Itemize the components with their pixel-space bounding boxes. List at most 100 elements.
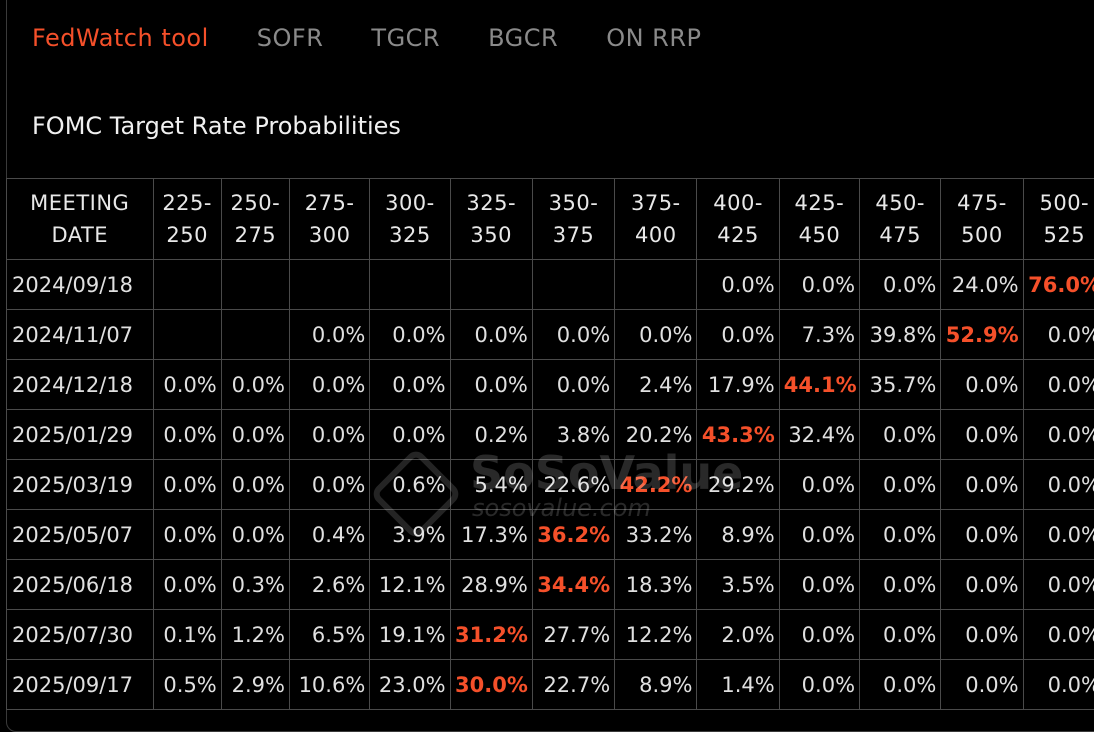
page: FedWatch tool SOFR TGCR BGCR ON RRP FOMC Tar…	[0, 0, 1094, 712]
column-header: 300-325	[370, 179, 450, 260]
probability-cell: 52.9%	[941, 310, 1023, 360]
probability-cell: 0.0%	[941, 610, 1023, 660]
probability-cell: 0.0%	[153, 510, 221, 560]
probability-cell: 0.0%	[860, 260, 941, 310]
column-header: 275-300	[290, 179, 370, 260]
probability-cell: 0.0%	[697, 310, 779, 360]
probability-cell: 39.8%	[860, 310, 941, 360]
meeting-date: 2025/07/30	[7, 610, 154, 660]
column-header: 375-400	[615, 179, 697, 260]
probability-cell: 22.7%	[532, 660, 614, 710]
column-header: 250-275	[221, 179, 289, 260]
column-header: 350-375	[532, 179, 614, 260]
probability-cell: 2.6%	[290, 560, 370, 610]
probability-cell: 8.9%	[615, 660, 697, 710]
probability-cell: 28.9%	[450, 560, 532, 610]
meeting-date: 2025/01/29	[7, 410, 154, 460]
probability-cell: 0.6%	[370, 460, 450, 510]
probability-cell: 0.3%	[221, 560, 289, 610]
probability-cell: 36.2%	[532, 510, 614, 560]
column-header: 325-350	[450, 179, 532, 260]
probability-cell: 0.0%	[290, 410, 370, 460]
probability-cell: 0.0%	[860, 610, 941, 660]
probability-cell: 17.9%	[697, 360, 779, 410]
probability-cell: 0.0%	[779, 460, 859, 510]
probability-cell: 2.4%	[615, 360, 697, 410]
probability-cell: 0.0%	[860, 410, 941, 460]
probability-cell	[153, 310, 221, 360]
probability-cell: 3.5%	[697, 560, 779, 610]
probability-cell: 0.0%	[779, 610, 859, 660]
probability-cell: 0.0%	[532, 360, 614, 410]
probability-cell: 0.0%	[221, 410, 289, 460]
probability-cell: 0.0%	[290, 310, 370, 360]
probability-cell: 10.6%	[290, 660, 370, 710]
probability-cell	[450, 260, 532, 310]
tab[interactable]: SOFR	[257, 24, 324, 52]
probability-cell: 17.3%	[450, 510, 532, 560]
probability-cell: 0.0%	[370, 360, 450, 410]
meeting-date: 2024/12/18	[7, 360, 154, 410]
probability-cell	[532, 260, 614, 310]
probability-cell: 0.0%	[860, 660, 941, 710]
probability-cell: 0.0%	[1023, 410, 1094, 460]
probability-cell: 0.0%	[1023, 460, 1094, 510]
probability-cell: 12.2%	[615, 610, 697, 660]
probability-cell: 0.0%	[860, 460, 941, 510]
probability-cell: 29.2%	[697, 460, 779, 510]
probability-cell: 0.0%	[941, 510, 1023, 560]
probability-cell: 0.0%	[153, 360, 221, 410]
probability-cell: 0.0%	[860, 510, 941, 560]
probability-cell: 6.5%	[290, 610, 370, 660]
probability-cell: 0.0%	[941, 460, 1023, 510]
probability-cell: 0.5%	[153, 660, 221, 710]
meeting-date: 2025/09/17	[7, 660, 154, 710]
probability-cell: 0.0%	[941, 360, 1023, 410]
section-title: FOMC Target Rate Probabilities	[32, 112, 401, 140]
probability-cell	[615, 260, 697, 310]
probability-cell: 0.4%	[290, 510, 370, 560]
probability-cell: 0.0%	[941, 410, 1023, 460]
probability-cell	[221, 260, 289, 310]
probability-cell: 0.0%	[153, 410, 221, 460]
probability-cell: 2.0%	[697, 610, 779, 660]
probability-cell: 0.0%	[370, 310, 450, 360]
probability-cell	[221, 310, 289, 360]
probability-cell: 0.0%	[221, 460, 289, 510]
probability-cell: 0.0%	[370, 410, 450, 460]
probability-cell: 0.0%	[615, 310, 697, 360]
meeting-date: 2025/03/19	[7, 460, 154, 510]
probability-cell: 0.0%	[450, 360, 532, 410]
probability-cell: 5.4%	[450, 460, 532, 510]
probability-cell: 22.6%	[532, 460, 614, 510]
probability-cell: 44.1%	[779, 360, 859, 410]
probability-cell: 0.0%	[532, 310, 614, 360]
probability-cell: 0.0%	[153, 560, 221, 610]
tab[interactable]: TGCR	[371, 24, 440, 52]
probability-cell: 32.4%	[779, 410, 859, 460]
probability-cell: 18.3%	[615, 560, 697, 610]
tab[interactable]: ON RRP	[606, 24, 701, 52]
probability-cell: 0.0%	[1023, 560, 1094, 610]
tab[interactable]: BGCR	[488, 24, 558, 52]
probability-cell: 24.0%	[941, 260, 1023, 310]
probability-cell: 27.7%	[532, 610, 614, 660]
probability-cell: 0.1%	[153, 610, 221, 660]
probability-cell: 23.0%	[370, 660, 450, 710]
column-header: 500-525	[1023, 179, 1094, 260]
probability-cell: 30.0%	[450, 660, 532, 710]
column-header: 225-250	[153, 179, 221, 260]
tab[interactable]: FedWatch tool	[32, 24, 209, 52]
probability-cell: 0.0%	[1023, 510, 1094, 560]
probability-cell: 8.9%	[697, 510, 779, 560]
probability-cell: 0.0%	[153, 460, 221, 510]
